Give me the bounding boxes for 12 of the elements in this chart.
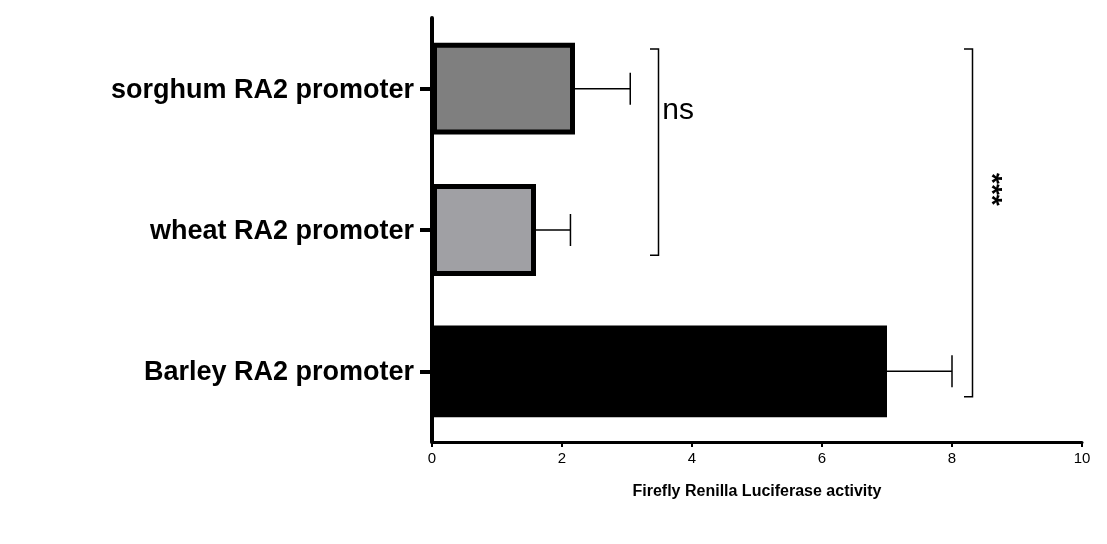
y-tick-label: Barley RA2 promoter bbox=[143, 356, 415, 387]
x-tick-label: 6 bbox=[817, 449, 827, 466]
x-tick-label: 4 bbox=[687, 449, 697, 466]
x-tick-label: 0 bbox=[427, 449, 437, 466]
y-tick-label: wheat RA2 promoter bbox=[148, 215, 415, 245]
x-axis-title: Firefly Renilla Luciferase activity bbox=[632, 481, 882, 499]
annotation: *** bbox=[976, 172, 1008, 206]
x-tick-label: 2 bbox=[557, 449, 567, 466]
y-tick-label: sorghum RA2 promoter bbox=[110, 73, 415, 104]
x-tick-label: 10 bbox=[1073, 449, 1091, 466]
annotation: ns bbox=[662, 92, 694, 127]
x-tick-label: 8 bbox=[947, 449, 957, 466]
